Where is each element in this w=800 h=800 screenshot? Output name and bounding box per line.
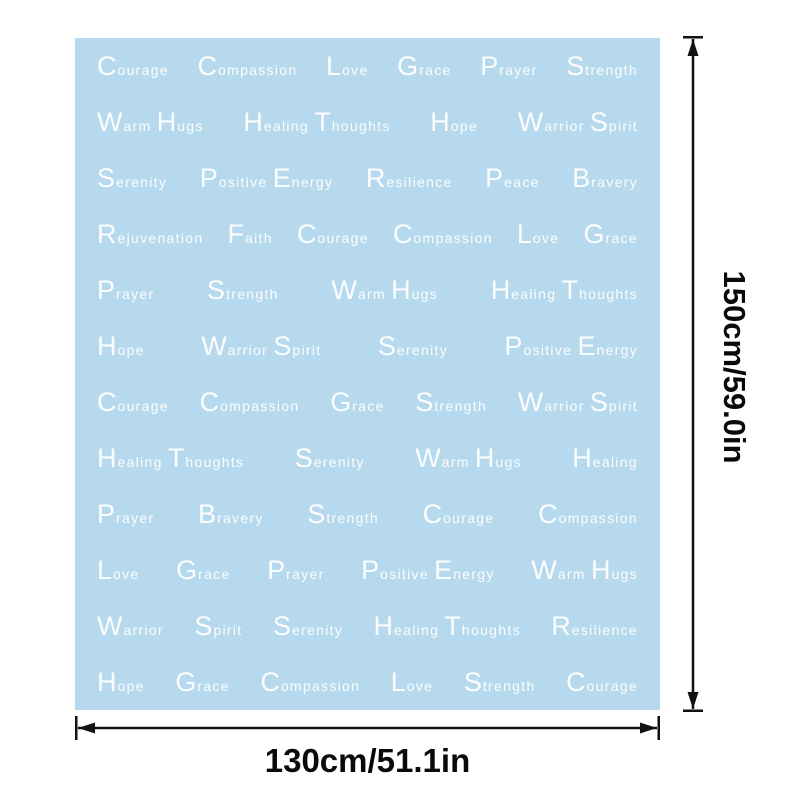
blanket-word: Positive Energy — [361, 554, 495, 585]
blanket-word: Prayer — [97, 498, 155, 529]
height-dimension-label: 150cm/59.0in — [717, 270, 752, 464]
blanket-word: Faith — [227, 218, 273, 249]
blanket-word: Compassion — [538, 498, 638, 529]
blanket-word: Warm Hugs — [415, 442, 522, 473]
blanket-word-rows: Courage Compassion Love Grace Prayer Strength… — [75, 38, 660, 710]
blanket-word: Serenity — [272, 610, 344, 641]
blanket-word: Peace — [485, 162, 540, 193]
word-row: Warrior Spirit Serenity Healing Thoughts Res… — [75, 598, 660, 654]
word-row: Healing Thoughts Serenity Warm Hugs Healing — [75, 430, 660, 486]
blanket-word: Warrior Spirit — [517, 106, 638, 137]
blanket-word: Prayer — [97, 274, 155, 305]
word-row: Courage Compassion Grace Strength Warrior Sp… — [75, 374, 660, 430]
height-dimension-arrow — [683, 36, 703, 712]
blanket-word: Strength — [415, 386, 488, 417]
blanket-word: Courage — [296, 218, 369, 249]
blanket-word: Strength — [307, 498, 379, 529]
blanket-word: Spirit — [194, 610, 243, 641]
blanket-word: Serenity — [377, 330, 448, 361]
blanket-word: Strength — [207, 274, 279, 305]
blanket-word: Grace — [397, 50, 452, 81]
blanket-word: Grace — [330, 386, 385, 417]
blanket-word: Prayer — [267, 554, 325, 585]
width-dimension-label: 130cm/51.1in — [264, 742, 471, 779]
blanket-word: Love — [516, 218, 560, 249]
blanket-word: Serenity — [97, 162, 168, 193]
blanket-word: Warm Hugs — [331, 274, 439, 305]
blanket-word: Warrior Spirit — [517, 386, 638, 417]
blanket-graphic: Courage Compassion Love Grace Prayer Strength… — [75, 38, 660, 710]
blanket-word: Warm Hugs — [97, 106, 204, 137]
blanket-word: Courage — [422, 498, 495, 529]
blanket-word: Positive Energy — [199, 162, 334, 193]
blanket-word: Hope — [97, 666, 145, 697]
word-row: Serenity Positive Energy Resilience Peace Br… — [75, 150, 660, 206]
word-row: Rejuvenation Faith Courage Compassion Love Gr… — [75, 206, 660, 262]
blanket-word: Love — [326, 50, 369, 81]
blanket-word: Compassion — [260, 666, 361, 697]
blanket-word: Serenity — [294, 442, 365, 473]
blanket-word: Warm Hugs — [531, 554, 638, 585]
word-row: Prayer Bravery Strength Courage Compassion — [75, 486, 660, 542]
blanket-word: Healing Thoughts — [97, 442, 245, 473]
word-row: Courage Compassion Love Grace Prayer Strength — [75, 38, 660, 94]
word-row: Hope Warrior Spirit Serenity Positive Energ… — [75, 318, 660, 374]
double-arrow-vertical-icon — [683, 36, 703, 712]
blanket-word: Grace — [175, 666, 230, 697]
blanket-word: Healing Thoughts — [243, 106, 391, 137]
blanket-word: Compassion — [199, 386, 300, 417]
blanket-word: Resilience — [551, 610, 638, 641]
blanket-word: Bravery — [198, 498, 264, 529]
blanket-word: Hope — [430, 106, 479, 137]
word-row: Hope Grace Compassion Love Strength Courage — [75, 654, 660, 710]
blanket-word: Warrior — [97, 610, 164, 641]
double-arrow-horizontal-icon — [75, 716, 660, 740]
blanket-word: Rejuvenation — [97, 218, 204, 249]
blanket-word: Courage — [566, 666, 638, 697]
blanket-word: Courage — [97, 386, 169, 417]
blanket-word: Love — [97, 554, 140, 585]
word-row: Warm Hugs Healing Thoughts Hope Warrior Spi… — [75, 94, 660, 150]
blanket-word: Courage — [97, 50, 169, 81]
blanket-word: Positive Energy — [504, 330, 638, 361]
blanket-word: Grace — [176, 554, 231, 585]
blanket-word: Compassion — [392, 218, 493, 249]
blanket-word: Healing — [572, 442, 638, 473]
blanket-word: Warrior Spirit — [201, 330, 322, 361]
width-dimension-arrow — [75, 716, 660, 740]
word-row: Prayer Strength Warm Hugs Healing Thoughts — [75, 262, 660, 318]
blanket-word: Hope — [97, 330, 145, 361]
blanket-word: Love — [390, 666, 434, 697]
blanket-word: Bravery — [572, 162, 638, 193]
blanket-word: Strength — [566, 50, 638, 81]
blanket-word: Grace — [583, 218, 638, 249]
word-row: Love Grace Prayer Positive Energy Warm Hugs — [75, 542, 660, 598]
blanket-word: Healing Thoughts — [490, 274, 638, 305]
blanket-word: Compassion — [197, 50, 298, 81]
blanket-word: Resilience — [365, 162, 453, 193]
blanket-word: Strength — [463, 666, 536, 697]
blanket-word: Healing Thoughts — [373, 610, 521, 641]
blanket-word: Prayer — [480, 50, 538, 81]
